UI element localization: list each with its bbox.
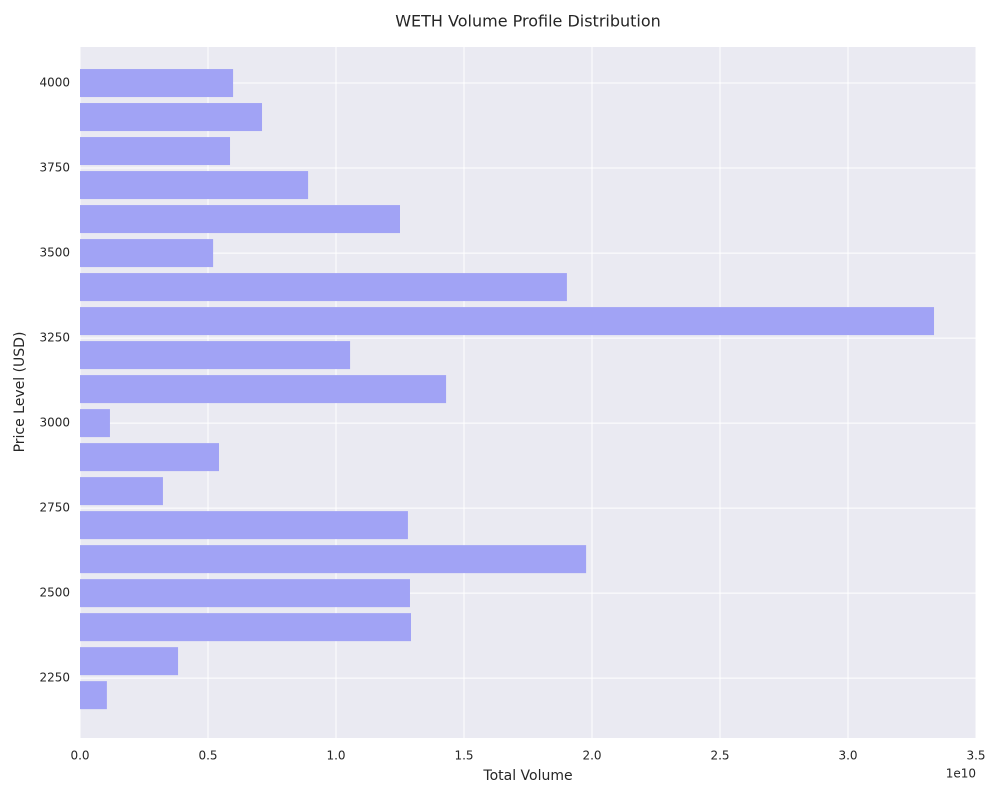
bar bbox=[80, 477, 163, 506]
bar bbox=[80, 69, 234, 98]
x-offset-label: 1e10 bbox=[946, 767, 976, 781]
bar bbox=[80, 681, 107, 710]
bar bbox=[80, 307, 935, 336]
bar bbox=[80, 443, 220, 472]
x-tick-label: 2.5 bbox=[710, 749, 729, 763]
bar bbox=[80, 103, 263, 132]
y-axis-label: Price Level (USD) bbox=[12, 332, 28, 453]
x-tick-label: 3.5 bbox=[966, 749, 985, 763]
x-tick-label: 1.5 bbox=[454, 749, 473, 763]
y-tick-label: 3750 bbox=[39, 161, 70, 175]
x-tick-label: 0.0 bbox=[70, 749, 89, 763]
bar bbox=[80, 545, 587, 574]
bar bbox=[80, 273, 567, 302]
y-tick-label: 2250 bbox=[39, 671, 70, 685]
bar bbox=[80, 579, 410, 608]
x-tick-label: 3.0 bbox=[838, 749, 857, 763]
y-tick-label: 4000 bbox=[39, 76, 70, 90]
y-tick-label: 3250 bbox=[39, 331, 70, 345]
bar bbox=[80, 205, 400, 234]
bar bbox=[80, 341, 351, 370]
bar bbox=[80, 511, 408, 540]
bar bbox=[80, 409, 110, 438]
bar bbox=[80, 137, 231, 166]
bar bbox=[80, 647, 179, 676]
y-tick-label: 3500 bbox=[39, 246, 70, 260]
x-tick-label: 1.0 bbox=[326, 749, 345, 763]
y-tick-label: 2750 bbox=[39, 501, 70, 515]
bar bbox=[80, 171, 309, 200]
chart-title: WETH Volume Profile Distribution bbox=[395, 12, 661, 31]
x-tick-label: 0.5 bbox=[198, 749, 217, 763]
x-axis-label: Total Volume bbox=[482, 768, 572, 784]
y-tick-label: 2500 bbox=[39, 586, 70, 600]
y-tick-label: 3000 bbox=[39, 416, 70, 430]
bar bbox=[80, 613, 412, 642]
bar bbox=[80, 239, 214, 268]
x-tick-label: 2.0 bbox=[582, 749, 601, 763]
bar bbox=[80, 375, 447, 404]
